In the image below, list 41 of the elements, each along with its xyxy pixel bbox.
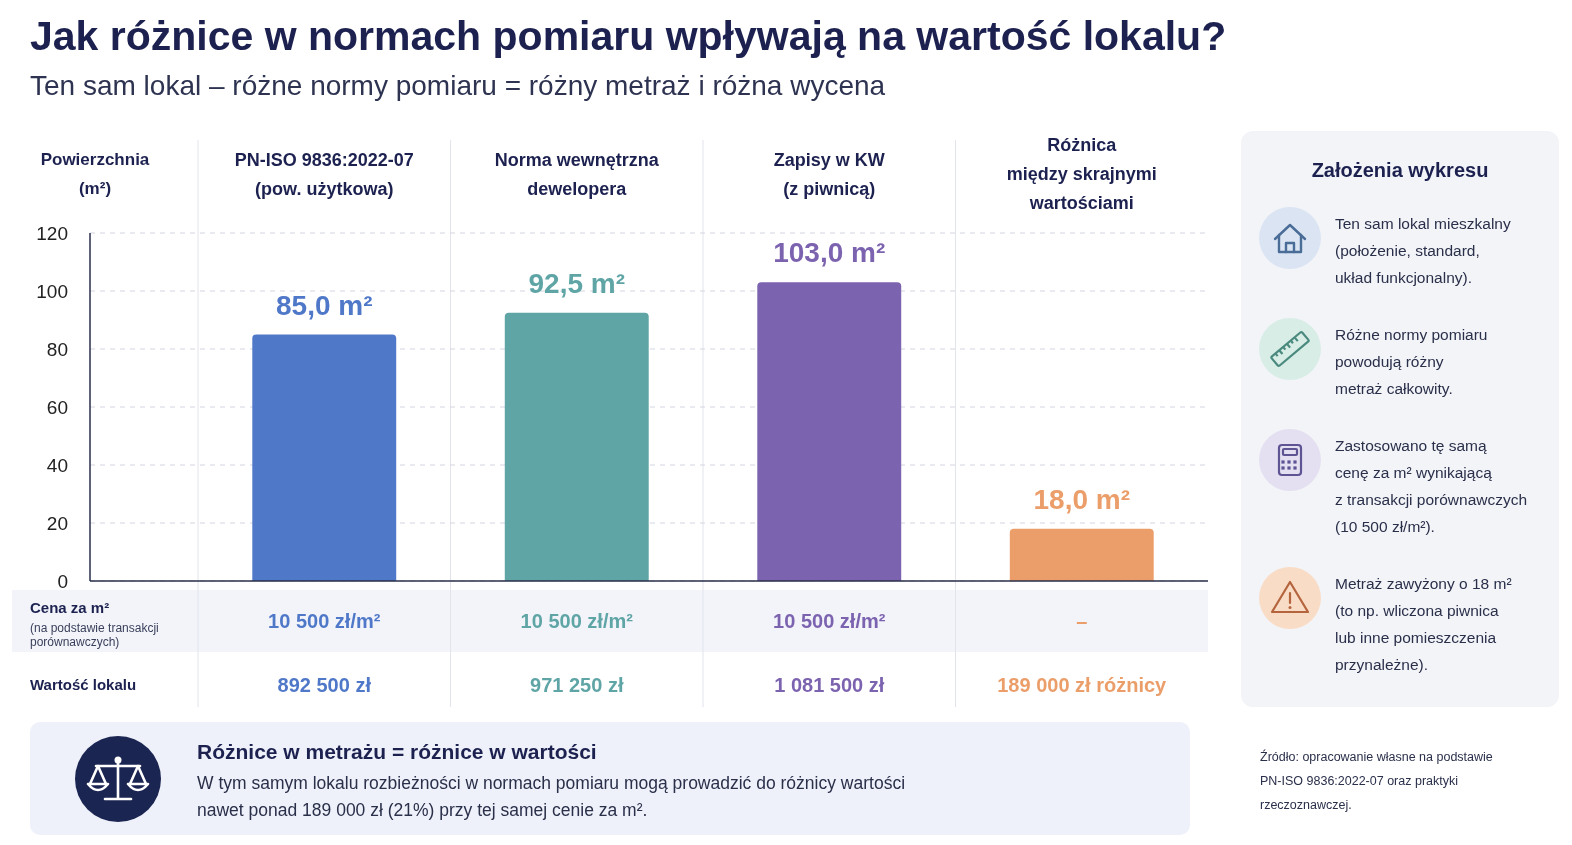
text: 971 250 zł xyxy=(530,674,624,696)
text: Wartość lokalu xyxy=(30,676,137,693)
bar xyxy=(1009,528,1154,581)
y-tick-label: 20 xyxy=(46,512,68,534)
data-label: 92,5 m² xyxy=(528,267,625,299)
text: (na podstawie transakcji porównawczych) xyxy=(30,621,159,649)
data-label: 85,0 m² xyxy=(276,289,373,321)
text: 10 500 zł/m² xyxy=(268,610,381,632)
bar xyxy=(504,312,649,581)
x-tick-label: Zapisy w KW (z piwnicą) xyxy=(773,149,885,199)
x-tick-label: PN-ISO 9836:2022-07 (pow. użytkowa) xyxy=(234,149,414,199)
text: 892 500 zł xyxy=(277,674,372,696)
y-axis-title: Powierzchnia (m²) xyxy=(40,149,150,198)
y-tick-label: 40 xyxy=(46,454,68,476)
text: Ten sam lokal mieszkalny (położenie, standard, układ funkcjonalny). xyxy=(1335,215,1511,286)
y-tick-label: 0 xyxy=(57,570,68,592)
chart-title: Jak różnice w normach pomiaru wpływają na wartość lokalu? xyxy=(30,13,1227,59)
chart-subtitle: Ten sam lokal – różne normy pomiaru = różny metraż i różna wycena xyxy=(30,70,886,101)
text: Różne normy pomiaru powodują różny metraż całkowity. xyxy=(1335,326,1488,397)
text: Źródło: opracowanie własne na podstawie PN-ISO 9836:2022-07 oraz praktyki rzeczoznawczej. xyxy=(1260,749,1493,812)
bar xyxy=(252,334,397,581)
data-label: 18,0 m² xyxy=(1033,483,1130,515)
text: – xyxy=(1076,610,1088,632)
bar xyxy=(757,282,902,581)
text: 10 500 zł/m² xyxy=(773,610,886,632)
text: 1 081 500 zł xyxy=(774,674,885,696)
x-tick-label: Różnica między skrajnymi wartościami xyxy=(1006,135,1157,213)
text: Metraż zawyżony o 18 m² (to np. wliczona piwnica lub inne pomieszczenia przynależne). xyxy=(1335,575,1512,673)
x-tick-label: Norma wewnętrzna dewelopera xyxy=(494,149,660,199)
text: 10 500 zł/m² xyxy=(520,610,634,632)
data-label: 103,0 m² xyxy=(773,237,886,269)
text: 189 000 zł różnicy xyxy=(997,674,1168,696)
y-tick-label: 120 xyxy=(36,222,68,244)
text: Założenia wykresu xyxy=(1311,159,1489,181)
text: Różnice w metrażu = różnice w wartości xyxy=(197,740,597,763)
y-tick-label: 100 xyxy=(36,280,68,302)
text: Cena za m² xyxy=(30,599,110,616)
text: W tym samym lokalu rozbieżności w normach pomiaru mogą prowadzić do różnicy wartości nawet ponad 189 000 zł (21%) przy tej samej cenie za m². xyxy=(197,773,906,820)
text: Zastosowano tę samą cenę za m² wynikającą z transakcji porównawczych (10 500 zł/m²). xyxy=(1335,437,1528,535)
y-tick-label: 60 xyxy=(46,396,68,418)
y-tick-label: 80 xyxy=(46,338,68,360)
